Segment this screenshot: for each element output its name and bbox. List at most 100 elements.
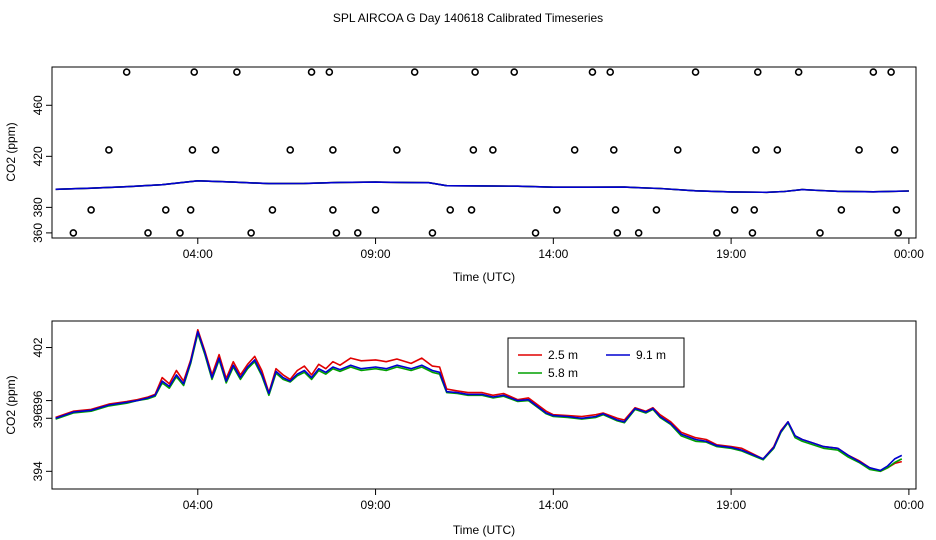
calibration-point	[186, 206, 195, 214]
calibration-point	[730, 206, 739, 214]
top-plot-frame	[51, 66, 917, 239]
calibration-point	[652, 206, 661, 214]
legend-label: 5.8 m	[548, 366, 578, 380]
bottom-y-tick-label: 396	[31, 408, 45, 428]
calibration-point	[161, 206, 170, 214]
legend-items: 2.5 m 9.1 m 5.8 m	[518, 348, 666, 380]
calibration-point	[489, 146, 497, 154]
bottom-x-tick-label: 00:00	[894, 498, 924, 512]
bottom-y-tick-label: 402	[31, 337, 45, 357]
calibration-point	[353, 229, 362, 237]
top-x-tick-label: 14:00	[538, 247, 568, 261]
bottom-series-line-2-5-m	[55, 329, 902, 473]
calibration-point	[748, 229, 757, 237]
bottom-x-tick-label: 14:00	[538, 498, 568, 512]
calibration-point	[837, 206, 846, 214]
calibration-point	[606, 68, 615, 76]
top-y-tick-label: 380	[31, 197, 45, 217]
top-x-tick-label: 00:00	[894, 247, 924, 261]
bottom-x-axis-label: Time (UTC)	[453, 523, 515, 537]
top-y-tick-label: 460	[31, 95, 45, 115]
calibration-point	[634, 229, 643, 237]
calibration-point	[69, 229, 78, 237]
calibration-point	[188, 146, 197, 154]
bottom-plot-marks	[55, 329, 903, 473]
bottom-plot-frame	[51, 320, 917, 490]
calibration-point	[87, 206, 95, 214]
calibration-point	[144, 229, 152, 237]
calibration-point	[329, 206, 337, 214]
calibration-point	[393, 146, 401, 154]
top-y-tick-label: 360	[31, 223, 45, 243]
calibration-point	[752, 146, 760, 154]
calibration-point	[691, 68, 700, 76]
figure-title: SPL AIRCOA G Day 140618 Calibrated Times…	[333, 11, 603, 25]
calibration-point	[816, 229, 824, 237]
calibration-point	[428, 229, 437, 237]
calibration-point	[233, 68, 241, 76]
bottom-series-line-5-8-m	[55, 332, 903, 473]
calibration-point	[750, 206, 759, 214]
calibration-point	[611, 206, 620, 214]
calibration-point	[894, 229, 903, 237]
top-x-tick-label: 19:00	[716, 247, 746, 261]
top-x-tick-label: 04:00	[183, 247, 213, 261]
calibration-point	[446, 206, 455, 214]
calibration-point	[467, 206, 476, 214]
calibration-point	[307, 68, 316, 76]
calibration-point	[176, 229, 184, 237]
top-panel: 04:00 09:00 14:00 19:00 00:00 360 380 420 460 T…	[4, 66, 924, 284]
top-y-tick-label: 420	[31, 146, 45, 166]
top-x-tick-label: 09:00	[361, 247, 391, 261]
top-y-axis-label: CO2 (ppm)	[4, 122, 18, 181]
calibration-point	[553, 206, 561, 214]
calibration-point	[890, 146, 899, 154]
calibration-point	[673, 146, 682, 154]
bottom-y-tick-label: 394	[31, 461, 45, 481]
bottom-x-axis: 04:00 09:00 14:00 19:00 00:00	[183, 489, 924, 512]
bottom-x-tick-label: 04:00	[183, 498, 213, 512]
bottom-series-line-9-1-m	[55, 330, 903, 472]
calibration-point	[469, 146, 478, 154]
calibration-point	[268, 206, 277, 214]
bottom-y-axis-label: CO2 (ppm)	[4, 375, 18, 434]
bottom-x-tick-label: 09:00	[361, 498, 391, 512]
bottom-y-tick-label: 396	[31, 390, 45, 410]
top-series-line-2	[55, 180, 909, 194]
calibration-point	[329, 146, 337, 154]
calibration-point	[869, 68, 878, 76]
calibration-point	[371, 206, 380, 214]
legend-label: 2.5 m	[548, 348, 578, 362]
calibration-point	[247, 229, 255, 237]
calibration-point	[753, 68, 762, 76]
top-x-axis: 04:00 09:00 14:00 19:00 00:00	[183, 238, 924, 261]
calibration-point	[410, 68, 419, 76]
calibration-point	[713, 229, 721, 237]
calibration-point	[286, 146, 295, 154]
calibration-point	[887, 68, 895, 76]
legend-label: 9.1 m	[636, 348, 666, 362]
calibration-point	[609, 146, 618, 154]
calibration-point	[211, 146, 220, 154]
calibration-point	[332, 229, 341, 237]
top-plot-marks	[55, 68, 909, 237]
calibration-point	[510, 68, 519, 76]
legend-box	[507, 337, 685, 388]
bottom-x-tick-label: 19:00	[716, 498, 746, 512]
calibration-point	[105, 146, 113, 154]
calibration-point	[531, 229, 540, 237]
calibration-point	[190, 68, 199, 76]
calibration-point	[855, 146, 863, 154]
calibration-point	[325, 68, 334, 76]
top-y-axis: 360 380 420 460	[31, 95, 52, 243]
calibration-point	[794, 68, 803, 76]
calibration-point	[570, 146, 579, 154]
calibration-point	[773, 146, 782, 154]
calibration-point	[892, 206, 901, 214]
calibration-point	[471, 68, 479, 76]
top-x-axis-label: Time (UTC)	[453, 270, 515, 284]
legend: 2.5 m 9.1 m 5.8 m	[507, 337, 685, 388]
